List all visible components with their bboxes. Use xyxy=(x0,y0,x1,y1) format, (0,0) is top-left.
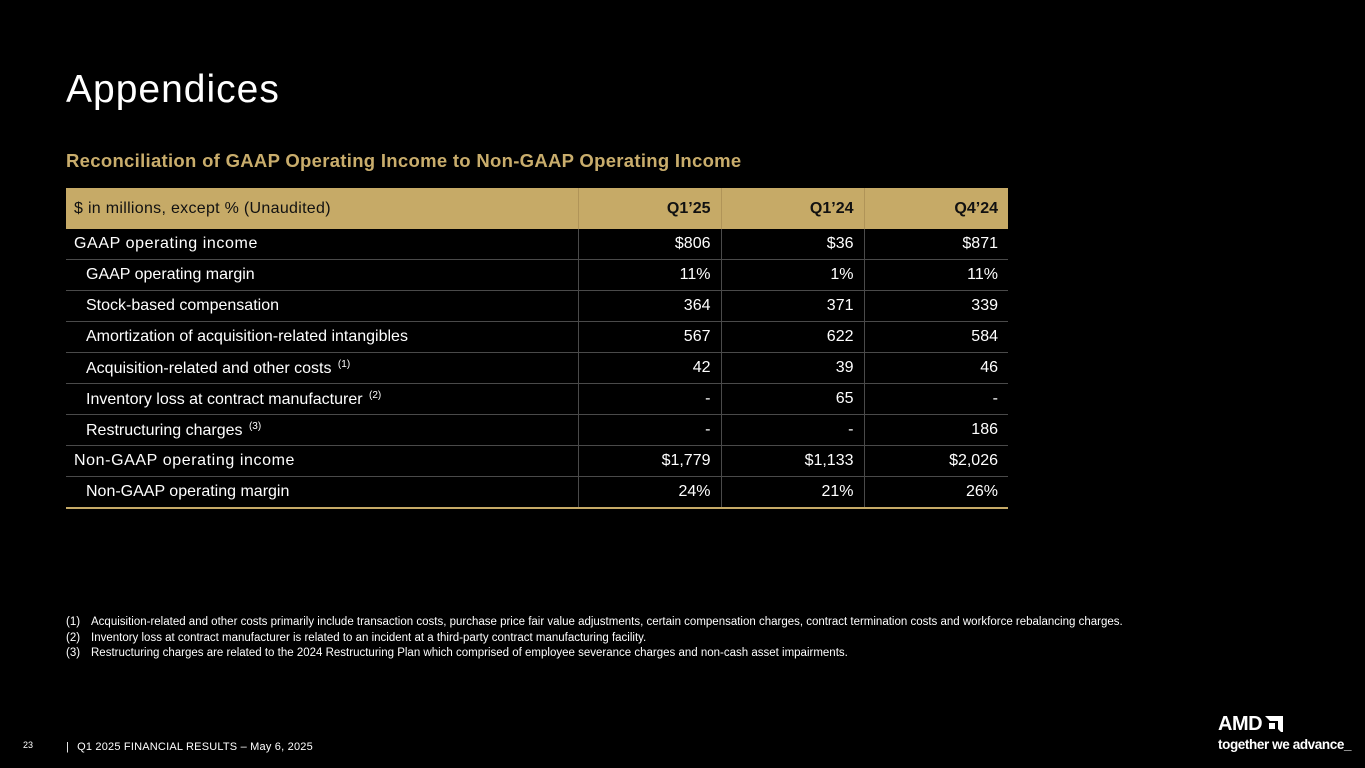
page-number: 23 xyxy=(23,740,34,750)
table-row: GAAP operating income $806 $36 $871 xyxy=(66,229,1008,260)
footnote-number: (3) xyxy=(66,647,81,659)
cell-value: $871 xyxy=(863,229,1008,260)
footnote: (2) Inventory loss at contract manufactu… xyxy=(66,631,1123,647)
logo-wordmark: AMD xyxy=(1218,712,1263,735)
footnote: (3) Restructuring charges are related to… xyxy=(66,646,1123,662)
footer-separator: | xyxy=(66,741,70,753)
row-label: Non-GAAP operating margin xyxy=(66,476,578,509)
table-row: Acquisition-related and other costs (1) … xyxy=(66,352,1008,384)
cell-value: 622 xyxy=(720,321,864,353)
cell-value: $1,779 xyxy=(577,445,721,477)
row-label: Inventory loss at contract manufacturer … xyxy=(66,383,578,415)
cell-value: - xyxy=(720,414,864,446)
table-row: Non-GAAP operating income $1,779 $1,133 … xyxy=(66,445,1008,477)
cell-value: 371 xyxy=(720,290,864,322)
footnote: (1) Acquisition-related and other costs … xyxy=(66,615,1123,631)
cell-value: 567 xyxy=(577,321,721,353)
reconciliation-table: $ in millions, except % (Unaudited) Q1’2… xyxy=(66,188,1008,509)
header-label: $ in millions, except % (Unaudited) xyxy=(66,188,578,229)
cell-value: 24% xyxy=(577,476,721,509)
cell-value: 1% xyxy=(720,259,864,291)
row-label: Restructuring charges (3) xyxy=(66,414,578,446)
logo-brand: AMD xyxy=(1218,712,1338,735)
cell-value: 65 xyxy=(720,383,864,415)
row-label: Non-GAAP operating income xyxy=(66,445,578,477)
footnote-ref: (1) xyxy=(337,358,351,370)
cell-value: 364 xyxy=(577,290,721,322)
row-label: GAAP operating income xyxy=(66,229,578,260)
footer-caption: | Q1 2025 FINANCIAL RESULTS – May 6, 2025 xyxy=(66,741,313,753)
cell-value: 11% xyxy=(863,259,1008,291)
table-row: Inventory loss at contract manufacturer … xyxy=(66,383,1008,415)
cell-value: 26% xyxy=(863,476,1008,509)
footnote-text: Acquisition-related and other costs prim… xyxy=(91,616,1123,628)
table-header-row: $ in millions, except % (Unaudited) Q1’2… xyxy=(66,188,1008,229)
row-label: Acquisition-related and other costs (1) xyxy=(66,352,578,384)
cell-value: $806 xyxy=(577,229,721,260)
cell-value: $36 xyxy=(720,229,864,260)
row-label: Stock-based compensation xyxy=(66,290,578,322)
row-label: Amortization of acquisition-related inta… xyxy=(66,321,578,353)
footnote-number: (2) xyxy=(66,631,81,644)
cell-value: - xyxy=(577,383,721,415)
table-row: Non-GAAP operating margin 24% 21% 26% xyxy=(66,476,1008,509)
page-subtitle: Reconciliation of GAAP Operating Income … xyxy=(66,150,742,171)
cell-value: 11% xyxy=(577,259,721,291)
cell-value: $1,133 xyxy=(720,445,864,477)
footnote-text: Restructuring charges are related to the… xyxy=(91,647,848,659)
footnote-text: Inventory loss at contract manufacturer … xyxy=(91,631,647,644)
footer-text: Q1 2025 FINANCIAL RESULTS – May 6, 2025 xyxy=(77,741,313,753)
page-title: Appendices xyxy=(66,68,280,111)
cell-value: 584 xyxy=(863,321,1008,353)
amd-logo: AMD together we advance_ xyxy=(1218,712,1352,754)
cell-value: 42 xyxy=(577,352,721,384)
table-row: Amortization of acquisition-related inta… xyxy=(66,321,1008,353)
cell-value: 39 xyxy=(720,352,864,384)
cell-value: $2,026 xyxy=(863,445,1008,477)
cell-value: - xyxy=(863,383,1008,415)
amd-arrow-icon xyxy=(1265,716,1284,732)
cell-value: - xyxy=(577,414,721,446)
footnote-ref: (2) xyxy=(369,389,382,401)
cell-value: 186 xyxy=(863,414,1008,446)
header-q1-24: Q1’24 xyxy=(720,188,864,229)
header-q4-24: Q4’24 xyxy=(863,188,1008,229)
header-q1-25: Q1’25 xyxy=(577,188,721,229)
footnotes: (1) Acquisition-related and other costs … xyxy=(66,615,1123,662)
table-row: Restructuring charges (3) - - 186 xyxy=(66,414,1008,446)
logo-tagline: together we advance_ xyxy=(1218,737,1352,752)
table-row: Stock-based compensation 364 371 339 xyxy=(66,290,1008,322)
footnote-number: (1) xyxy=(66,616,81,628)
cell-value: 339 xyxy=(863,290,1008,322)
cell-value: 21% xyxy=(720,476,864,509)
footnote-ref: (3) xyxy=(248,420,262,432)
row-label: GAAP operating margin xyxy=(66,259,578,291)
cell-value: 46 xyxy=(863,352,1008,384)
table-row: GAAP operating margin 11% 1% 11% xyxy=(66,259,1008,291)
